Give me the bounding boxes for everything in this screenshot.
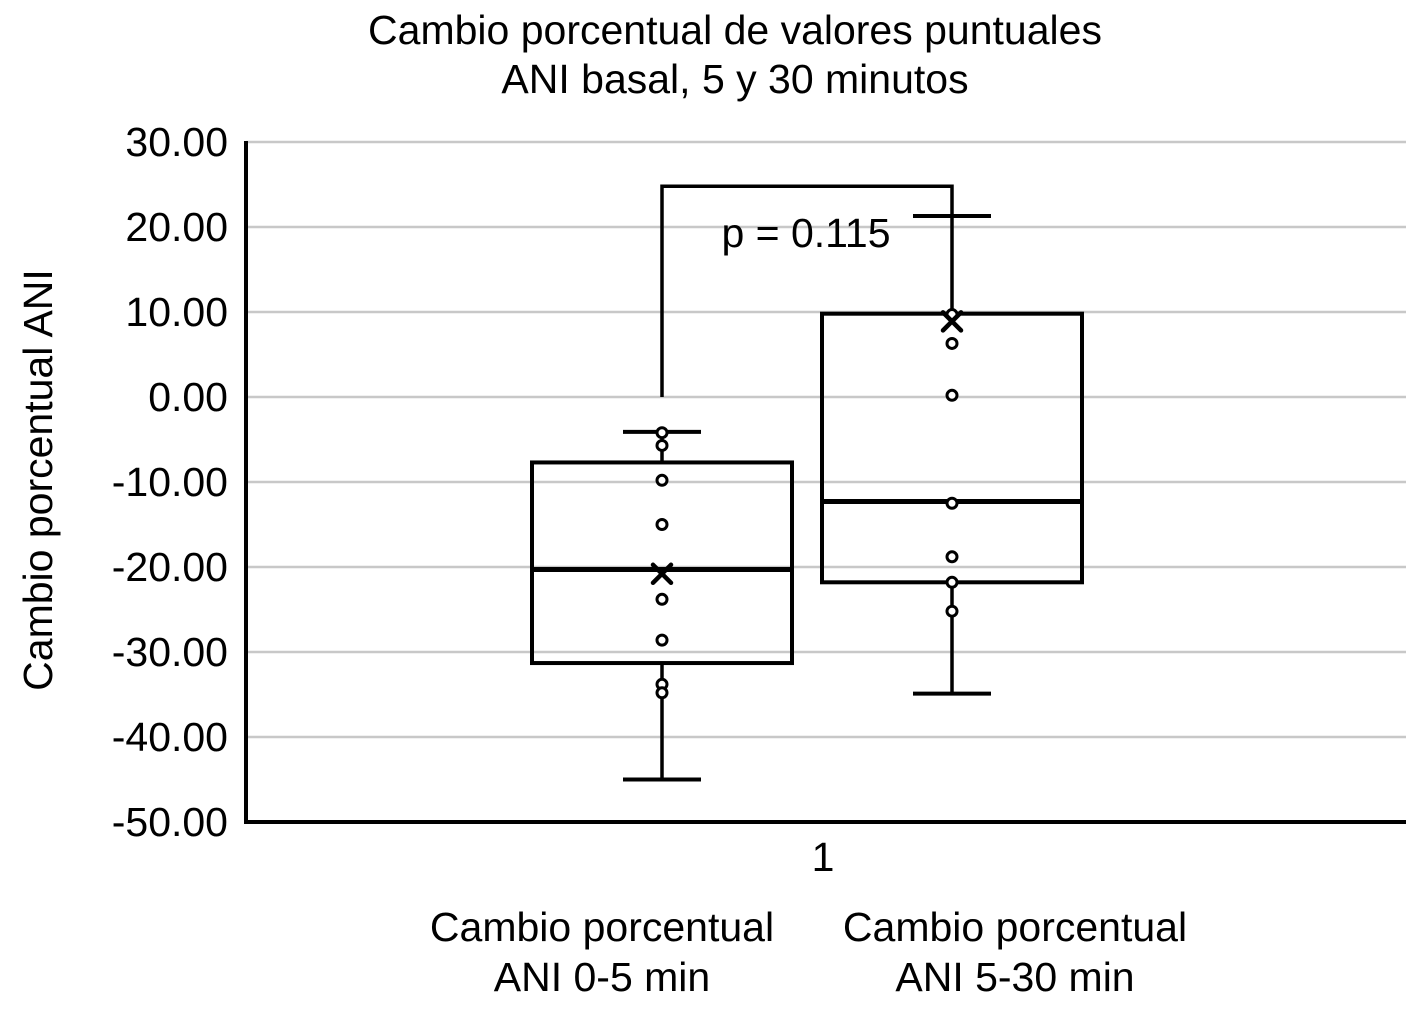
data-point [655,633,669,647]
data-point [945,550,959,564]
category-label: Cambio porcentual ANI 0-5 min [372,902,832,1002]
category-label-line1: Cambio porcentual [842,904,1188,950]
category-label-line2: ANI 5-30 min [895,954,1135,1000]
y-tick-label: 30.00 [125,119,228,165]
y-tick-label: 20.00 [125,204,228,250]
y-tick-label: 0.00 [148,374,228,420]
data-point [945,496,959,510]
data-point [655,592,669,606]
data-point [655,473,669,487]
category-label-line1: Cambio porcentual [429,904,775,950]
mean-marker [940,310,964,333]
iqr-box [530,460,794,666]
data-point [655,686,669,700]
chart-title-line1: Cambio porcentual de valores puntuales [368,7,1102,53]
chart-title: Cambio porcentual de valores puntuales A… [135,6,1335,104]
category-label-line2: ANI 0-5 min [493,954,711,1000]
mean-marker [650,562,674,586]
p-value-label: p = 0.115 [721,210,891,256]
data-point [655,426,669,440]
significance-bracket [660,184,954,397]
iqr-box [820,311,1084,585]
data-point [655,438,669,452]
y-tick-label: 10.00 [125,289,228,335]
data-point [945,604,959,618]
data-point [945,388,959,402]
data-point [945,336,959,350]
data-point [945,575,959,589]
y-tick-label: -10.00 [111,459,228,505]
y-tick-label: -40.00 [111,714,228,760]
chart-title-line2: ANI basal, 5 y 30 minutos [501,56,969,102]
data-point [655,518,669,531]
y-tick-label: -20.00 [111,544,228,590]
category-label: Cambio porcentual ANI 5-30 min [785,902,1245,1002]
y-tick-label: -30.00 [111,629,228,675]
x-tick-label: 1 [811,834,835,880]
y-tick-label: -50.00 [111,799,228,845]
